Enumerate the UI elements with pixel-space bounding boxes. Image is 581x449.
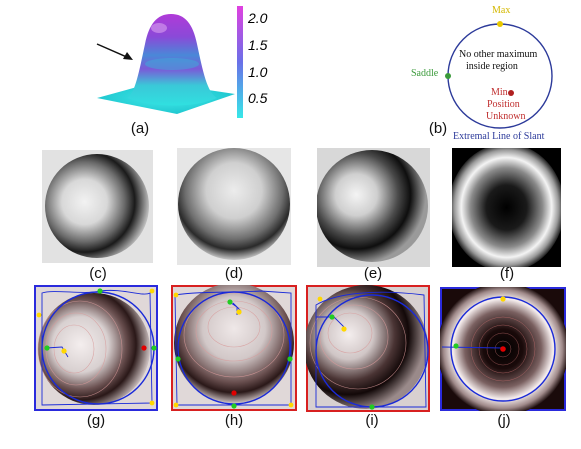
max-marker: [61, 348, 67, 354]
surface-band: [145, 58, 199, 70]
region-text-line2: inside region: [466, 61, 518, 72]
min-label-line3: Unknown: [486, 111, 526, 122]
caption-j: (j): [497, 412, 511, 429]
saddle-marker: [151, 345, 157, 351]
surface-highlight: [151, 23, 167, 33]
max-marker: [500, 296, 506, 302]
saddle-marker: [453, 343, 459, 349]
analysis-h: [171, 285, 297, 411]
caption-e: (e): [363, 265, 383, 282]
image-c: [42, 150, 153, 263]
max-marker: [149, 400, 155, 406]
min-marker: [141, 345, 147, 351]
colorbar-tick: 0.5: [248, 90, 268, 106]
image-e: [317, 148, 430, 267]
arrow-head: [123, 52, 133, 60]
analysis-j: [440, 287, 566, 411]
analysis-g: [34, 285, 158, 411]
saddle-marker: [227, 299, 233, 305]
analysis-i: [306, 285, 430, 412]
region-text-line1: No other maximum: [459, 49, 538, 60]
colorbar-tick: 1.5: [248, 37, 268, 53]
image-f: [452, 148, 561, 267]
image-d: [177, 148, 291, 265]
saddle-marker: [329, 314, 335, 320]
max-marker: [497, 21, 503, 27]
caption-b: (b): [428, 120, 448, 137]
min-marker: [500, 346, 506, 352]
min-label-line2: Position: [487, 99, 520, 110]
saddle-marker: [369, 404, 375, 410]
saddle-marker: [175, 356, 181, 362]
max-marker: [288, 402, 294, 408]
min-marker: [508, 90, 514, 96]
max-marker: [341, 326, 347, 332]
caption-h: (h): [224, 412, 244, 429]
max-marker: [36, 312, 42, 318]
caption-d: (d): [224, 265, 244, 282]
arrow-line: [96, 43, 130, 59]
saddle-marker: [445, 73, 451, 79]
max-marker: [317, 296, 323, 302]
max-marker: [173, 292, 179, 298]
saddle-marker: [231, 403, 237, 409]
caption-g: (g): [86, 412, 106, 429]
schematic-diagram: [445, 21, 553, 129]
surface-plot: [96, 6, 243, 118]
colorbar-tick: 2.0: [248, 10, 268, 26]
caption-f: (f): [499, 265, 515, 282]
max-marker: [236, 309, 242, 315]
max-marker: [173, 402, 179, 408]
colorbar: [237, 6, 243, 118]
saddle-marker: [44, 345, 50, 351]
saddle-marker: [287, 356, 293, 362]
colorbar-tick: 1.0: [248, 64, 268, 80]
curve-label: Extremal Line of Slant: [453, 131, 545, 142]
saddle-label: Saddle: [411, 68, 439, 79]
caption-c: (c): [89, 265, 107, 282]
min-marker: [231, 390, 237, 396]
caption-a: (a): [130, 120, 150, 137]
min-label-line1: Min: [491, 87, 508, 98]
max-label: Max: [492, 5, 511, 16]
caption-i: (i): [365, 412, 379, 429]
max-marker: [149, 288, 155, 294]
saddle-marker: [97, 288, 103, 294]
